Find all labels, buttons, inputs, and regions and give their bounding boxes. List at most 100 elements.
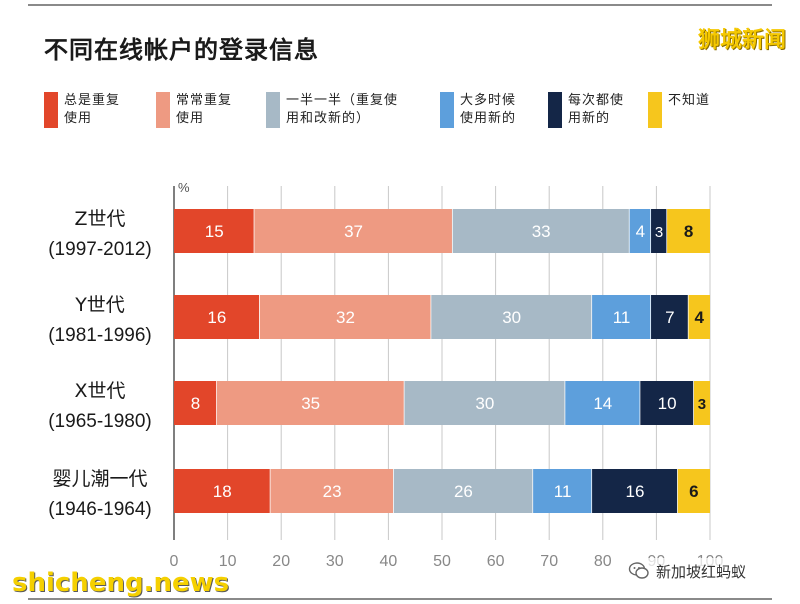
bar-segment xyxy=(216,381,405,425)
legend-item-half-half: 一半一半（重复使 用和改新的） xyxy=(266,92,398,128)
data-label: 23 xyxy=(323,482,342,501)
watermark-bottom-right-text: 新加坡红蚂蚁 xyxy=(656,562,747,581)
data-label: 32 xyxy=(336,308,355,327)
bar-segment xyxy=(259,295,432,339)
watermark-bottom-left: shicheng.news xyxy=(12,568,230,598)
legend-label-line: 总是重复 xyxy=(64,93,121,108)
data-label: 33 xyxy=(532,222,551,241)
category-label: X世代 xyxy=(74,380,125,402)
data-label: 35 xyxy=(301,394,320,413)
bar-segment xyxy=(651,209,668,253)
legend-swatch xyxy=(548,92,562,128)
bar-segment xyxy=(174,295,260,339)
data-label: 26 xyxy=(454,482,473,501)
bar-segment xyxy=(677,469,710,513)
data-label: 16 xyxy=(625,482,644,501)
legend-swatch xyxy=(648,92,662,128)
top-rule xyxy=(28,4,772,6)
data-label: 37 xyxy=(344,222,363,241)
data-label: 4 xyxy=(695,308,705,327)
legend-label-line: 常常重复 xyxy=(176,93,233,108)
bar-segment xyxy=(693,381,710,425)
chart-title: 不同在线帐户的登录信息 xyxy=(44,36,319,64)
data-label: 4 xyxy=(636,222,645,241)
legend-item-always-new: 每次都使 用新的 xyxy=(548,92,624,128)
bar-segment xyxy=(174,469,271,513)
data-label: 3 xyxy=(698,396,706,413)
legend-item-dont-know: 不知道 xyxy=(648,92,710,128)
data-label: 11 xyxy=(613,308,631,327)
bar-segment xyxy=(629,209,652,253)
legend-label-line: 用和改新的） xyxy=(286,111,371,126)
data-label: 10 xyxy=(658,394,677,413)
category-years-label: (1946-1964) xyxy=(48,499,152,520)
legend-label-line: 一半一半（重复使 xyxy=(286,93,399,108)
legend-label-line: 使用新的 xyxy=(460,111,517,126)
data-label: 30 xyxy=(502,308,521,327)
legend-item-always-reuse: 总是重复 使用 xyxy=(44,92,120,128)
category-years-label: (1965-1980) xyxy=(48,411,152,432)
legend-swatch xyxy=(44,92,58,128)
legend-swatch xyxy=(156,92,170,128)
data-label: 8 xyxy=(684,222,693,241)
bar-segment xyxy=(254,209,453,253)
data-label: 15 xyxy=(205,222,224,241)
watermark-bottom-right: 新加坡红蚂蚁 xyxy=(622,558,753,584)
bar-segment xyxy=(565,381,641,425)
legend-label: 一半一半（重复使 用和改新的） xyxy=(286,92,398,128)
x-tick-label: 10 xyxy=(219,553,237,570)
data-label: 7 xyxy=(665,308,674,327)
bar-segment xyxy=(688,295,710,339)
category-label: 婴儿潮一代 xyxy=(52,468,147,490)
legend-label: 常常重复 使用 xyxy=(176,92,232,128)
data-label: 14 xyxy=(593,394,612,413)
bar-segment xyxy=(667,209,710,253)
bar-segment xyxy=(431,295,593,339)
legend-label-line: 不知道 xyxy=(668,93,711,108)
legend-label-line: 每次都使 xyxy=(568,93,625,108)
data-label: 30 xyxy=(475,394,494,413)
category-label: Z世代 xyxy=(74,208,125,230)
data-label: 18 xyxy=(213,482,232,501)
watermark-top: 狮城新闻 xyxy=(697,28,786,53)
legend-label: 总是重复 使用 xyxy=(64,92,120,128)
legend-label-line: 使用 xyxy=(64,111,93,126)
bar-segment xyxy=(174,381,217,425)
x-tick-label: 80 xyxy=(594,553,612,570)
data-label: 6 xyxy=(689,482,698,501)
x-tick-label: 50 xyxy=(433,553,451,570)
category-years-label: (1981-1996) xyxy=(48,325,152,346)
data-label: 8 xyxy=(191,394,200,413)
legend-item-mostly-new: 大多时候 使用新的 xyxy=(440,92,516,128)
wechat-icon xyxy=(628,562,649,579)
bottom-rule xyxy=(28,598,772,600)
data-label: 3 xyxy=(655,224,663,241)
legend-label: 每次都使 用新的 xyxy=(568,92,624,128)
x-tick-label: 20 xyxy=(272,553,290,570)
bar-segment xyxy=(592,295,652,339)
bar-segment xyxy=(651,295,689,339)
legend-label-line: 使用 xyxy=(176,111,205,126)
bar-segment xyxy=(174,209,255,253)
bar-segment xyxy=(404,381,566,425)
x-tick-label: 40 xyxy=(380,553,398,570)
legend-item-often-reuse: 常常重复 使用 xyxy=(156,92,232,128)
data-label: 16 xyxy=(207,308,226,327)
legend-label: 不知道 xyxy=(668,92,710,110)
x-tick-label: 70 xyxy=(540,553,558,570)
legend-label-line: 用新的 xyxy=(568,111,611,126)
legend-swatch xyxy=(440,92,454,128)
category-label: Y世代 xyxy=(74,294,125,316)
data-label: 11 xyxy=(554,482,572,501)
legend: 总是重复 使用 常常重复 使用 一半一半（重复使 用和改新的） 大多时候 使用新… xyxy=(44,92,764,142)
bar-segment xyxy=(393,469,534,513)
bar-segment xyxy=(592,469,678,513)
bar-segment xyxy=(640,381,694,425)
bar-segment xyxy=(533,469,593,513)
x-tick-label: 60 xyxy=(487,553,505,570)
bar-segment xyxy=(270,469,394,513)
category-years-label: (1997-2012) xyxy=(48,239,152,260)
legend-label-line: 大多时候 xyxy=(460,93,517,108)
legend-label: 大多时候 使用新的 xyxy=(460,92,516,128)
